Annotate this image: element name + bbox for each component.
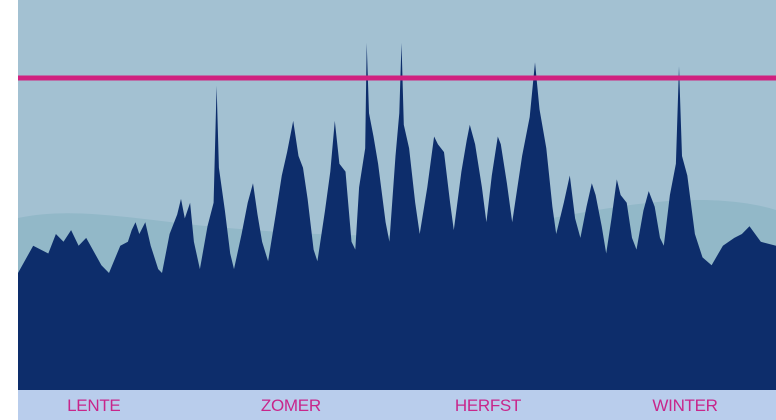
season-axis-bar [18,390,776,420]
seasonal-area-chart: LENTE ZOMER HERFST WINTER [18,0,776,420]
season-label-lente: LENTE [67,396,121,415]
season-label-zomer: ZOMER [260,396,321,415]
season-label-winter: WINTER [652,396,718,415]
season-label-herfst: HERFST [454,396,522,415]
chart-canvas [18,0,776,390]
data-area [18,42,776,390]
